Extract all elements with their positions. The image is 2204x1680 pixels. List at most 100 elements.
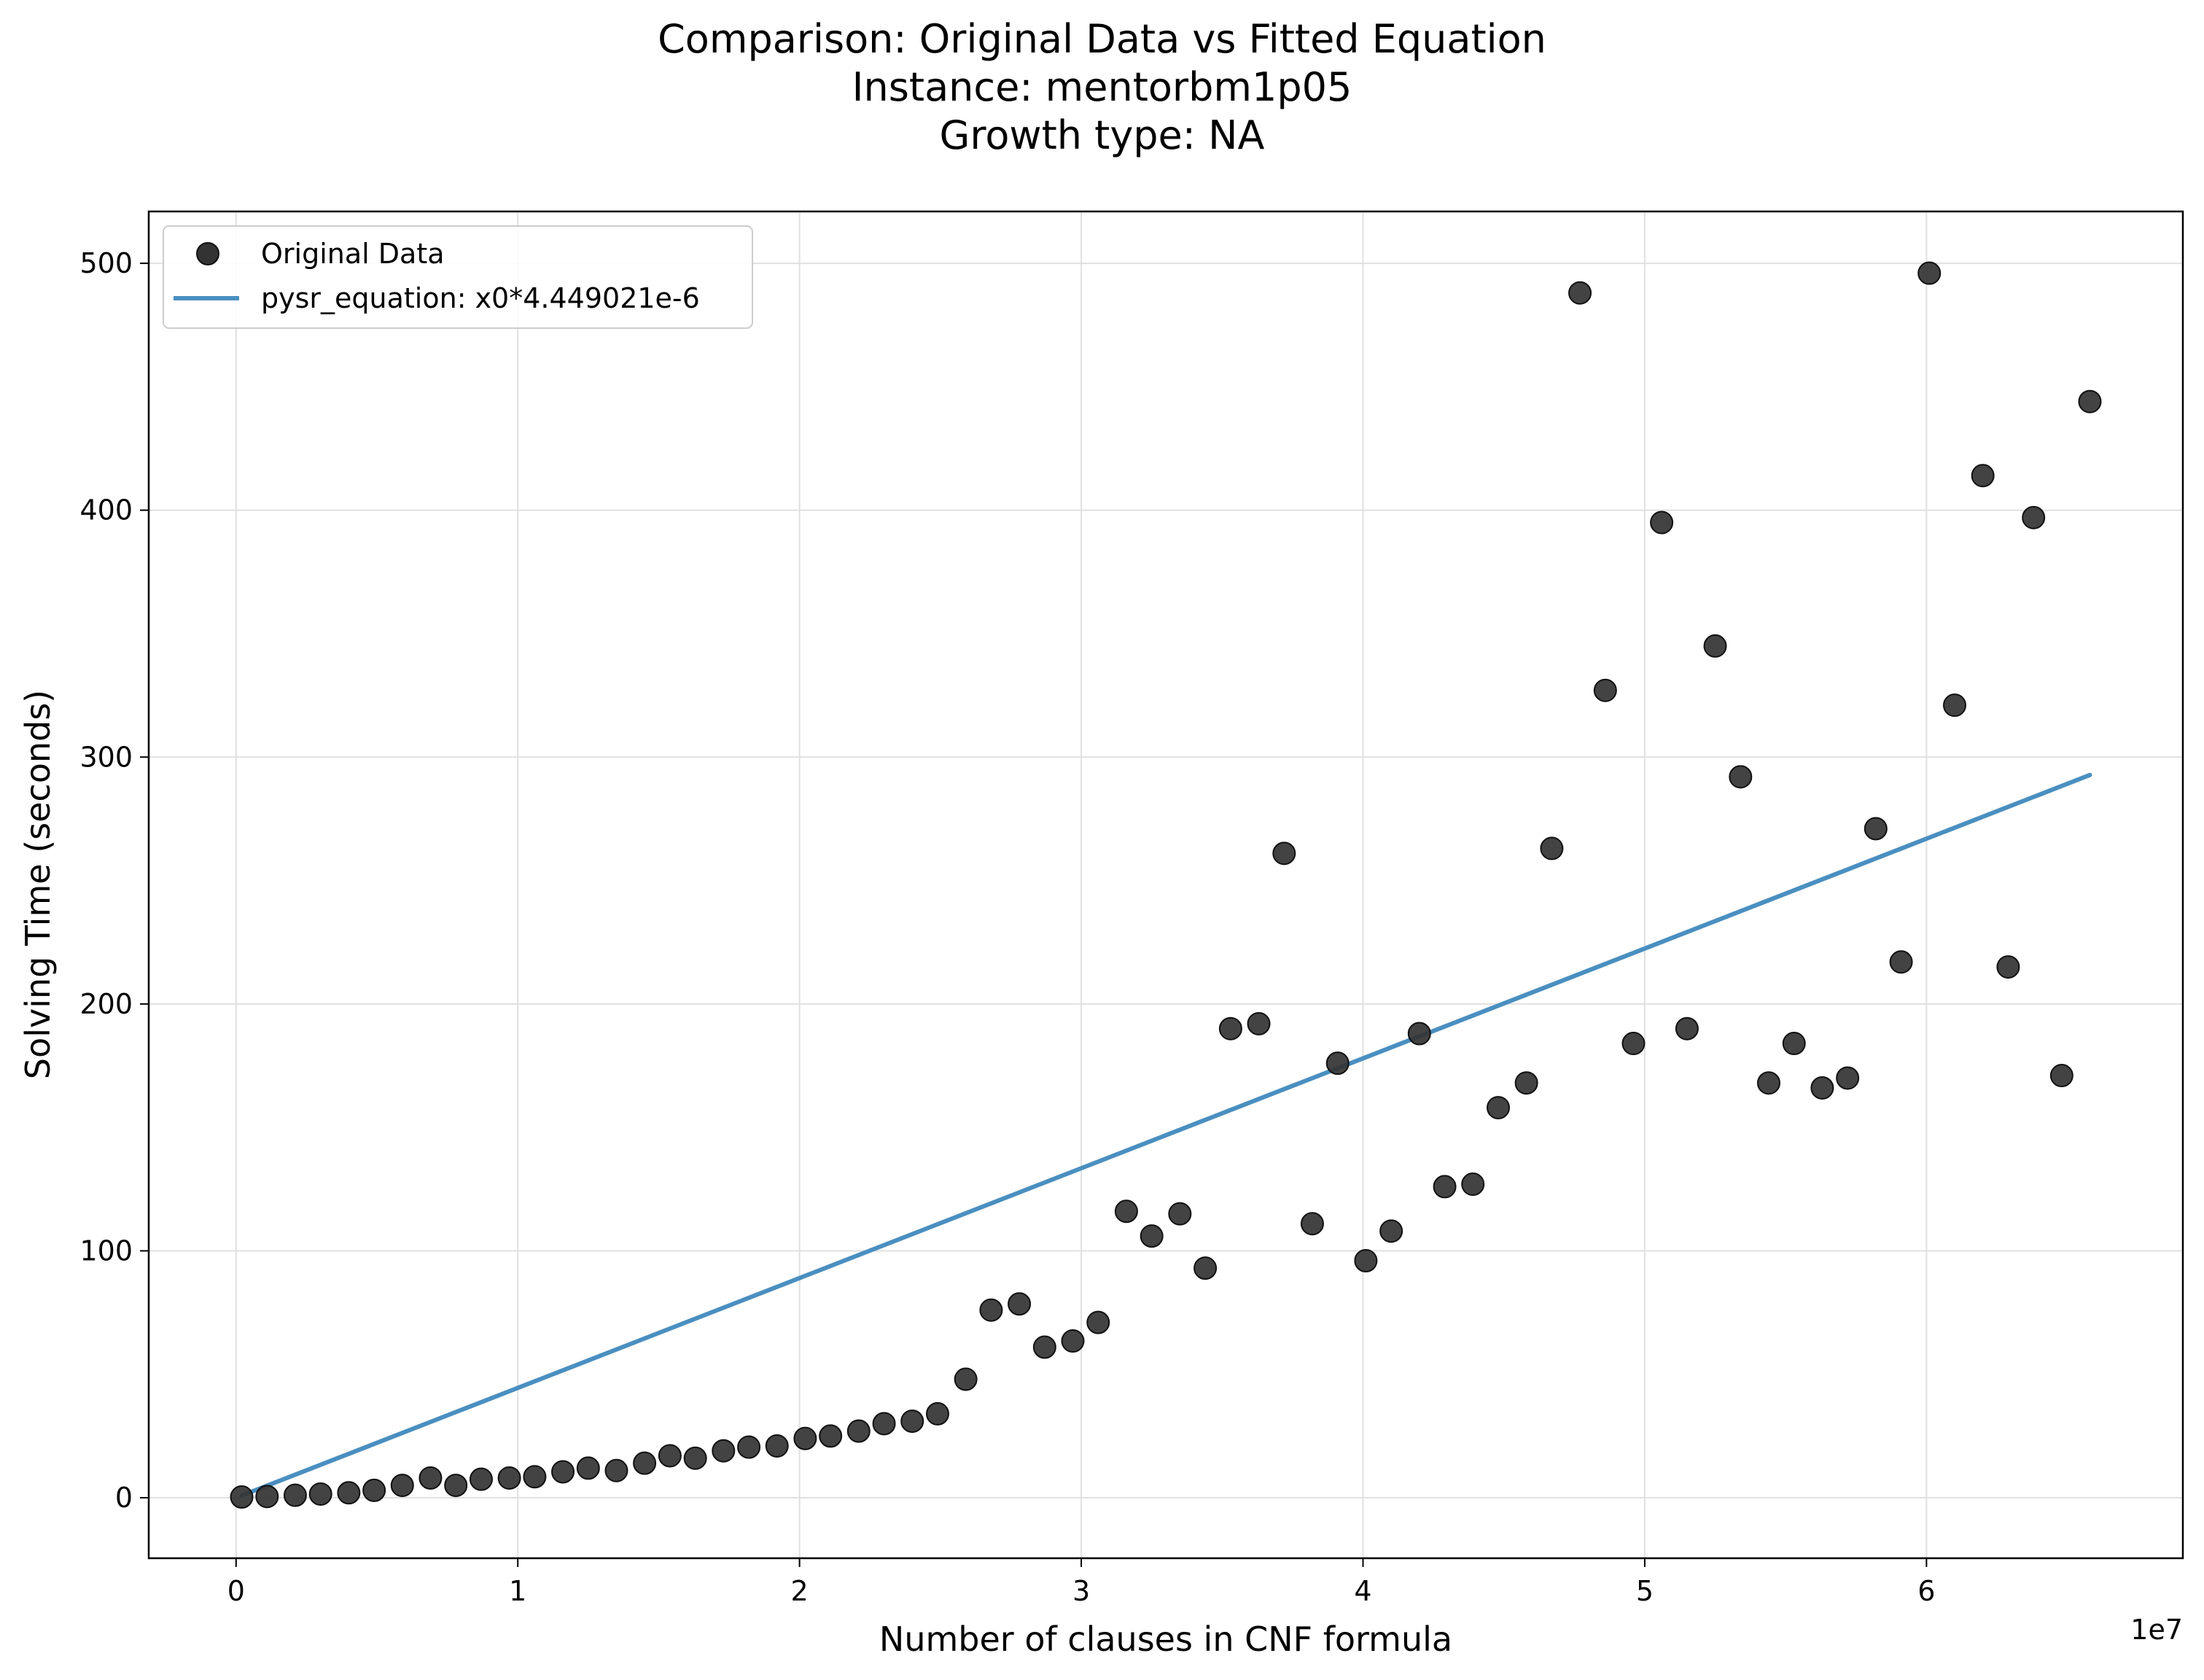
plot-frame [147,210,2184,1560]
y-tick-label: 0 [115,1482,133,1514]
chart-title-line-2: Instance: mentorbm1p05 [852,64,1352,110]
y-tick-label: 500 [79,247,133,279]
data-point [819,1424,843,1448]
data-point [633,1451,657,1475]
x-tick-label: 3 [1072,1575,1090,1607]
data-point [230,1485,254,1509]
y-tick-label: 200 [79,988,133,1020]
data-point [683,1446,707,1470]
data-point [1996,955,2020,979]
x-tick-label: 0 [227,1575,245,1607]
data-point [1568,281,1592,305]
x-tick-label: 5 [1636,1575,1654,1607]
data-point [1514,1071,1538,1095]
data-point [308,1482,332,1506]
x-tick-label: 6 [1917,1575,1935,1607]
data-point [1379,1219,1403,1243]
data-point [1942,693,1966,718]
y-tick-label: 400 [79,494,133,526]
data-point [1140,1224,1164,1248]
legend-marker-original-data [196,242,219,265]
data-point [1008,1292,1032,1316]
data-point [925,1401,949,1426]
data-point [1621,1032,1646,1056]
data-point [551,1460,575,1484]
data-point [1114,1199,1138,1224]
data-point [444,1474,468,1498]
x-axis-label: Number of clauses in CNF formula [879,1619,1452,1659]
y-axis-label: Solving Time (seconds) [18,690,58,1079]
axis-ticks: 0 1 2 3 4 5 6 0 100 200 300 400 500 [79,247,1935,1607]
grid-lines [149,211,2183,1558]
x-tick-label: 4 [1354,1575,1371,1607]
legend: Original Data pysr_equation: x0*4.449021… [163,225,753,329]
data-point [1889,950,1913,974]
data-point [576,1456,600,1480]
data-point [1461,1172,1485,1197]
data-point [1433,1175,1457,1199]
data-point [2022,505,2046,529]
data-point [1864,817,1888,841]
y-tick-label: 100 [79,1234,133,1267]
data-point [1407,1022,1431,1046]
legend-box [163,225,753,329]
data-point [418,1466,443,1490]
data-point [765,1434,789,1458]
data-point [1032,1335,1056,1359]
fit-line [239,772,2092,1498]
data-point [469,1467,493,1491]
data-point [1675,1016,1699,1041]
data-point [658,1444,682,1468]
data-point [1272,841,1296,866]
chart-title-line-1: Comparison: Original Data vs Fitted Equa… [658,16,1546,62]
data-point [793,1426,817,1450]
data-points [230,261,2102,1509]
x-tick-label: 1 [509,1575,526,1607]
data-point [712,1439,736,1463]
data-point [604,1458,628,1482]
data-point [1810,1076,1834,1100]
data-point [1703,634,1727,658]
x-offset-label: 1e7 [2130,1614,2183,1646]
data-point [1168,1202,1192,1226]
data-point [1756,1071,1780,1095]
data-point [1486,1096,1510,1120]
data-point [737,1435,761,1459]
chart-title-line-3: Growth type: NA [939,112,1265,158]
data-point [1971,464,1995,488]
data-point [337,1481,361,1505]
data-point [362,1478,386,1502]
data-point [2049,1064,2073,1088]
x-tick-label: 2 [791,1575,809,1607]
data-point [1836,1066,1860,1090]
legend-label-fit-line: pysr_equation: x0*4.449021e-6 [261,282,700,314]
data-point [1354,1249,1378,1273]
data-point [283,1483,307,1507]
data-point [1061,1329,1085,1353]
data-point [1782,1032,1806,1056]
data-point [1540,836,1564,860]
data-point [954,1367,978,1391]
data-point [523,1465,547,1489]
data-point [846,1419,871,1443]
fit-line-layer [239,772,2092,1498]
data-point [1218,1016,1242,1041]
data-point [1325,1051,1350,1076]
data-point [497,1466,521,1490]
legend-label-original-data: Original Data [261,238,445,270]
data-point [1193,1256,1218,1280]
data-point [872,1412,896,1436]
data-point [900,1409,924,1434]
data-point [255,1485,279,1509]
data-point [1917,261,1942,285]
data-point [390,1474,414,1498]
data-point [1086,1310,1110,1334]
data-point [2078,389,2102,413]
y-tick-label: 300 [79,741,133,773]
data-point [1650,510,1674,534]
data-point [1729,765,1753,789]
data-point [1593,678,1617,702]
data-point [1300,1212,1324,1236]
data-point [979,1298,1003,1322]
